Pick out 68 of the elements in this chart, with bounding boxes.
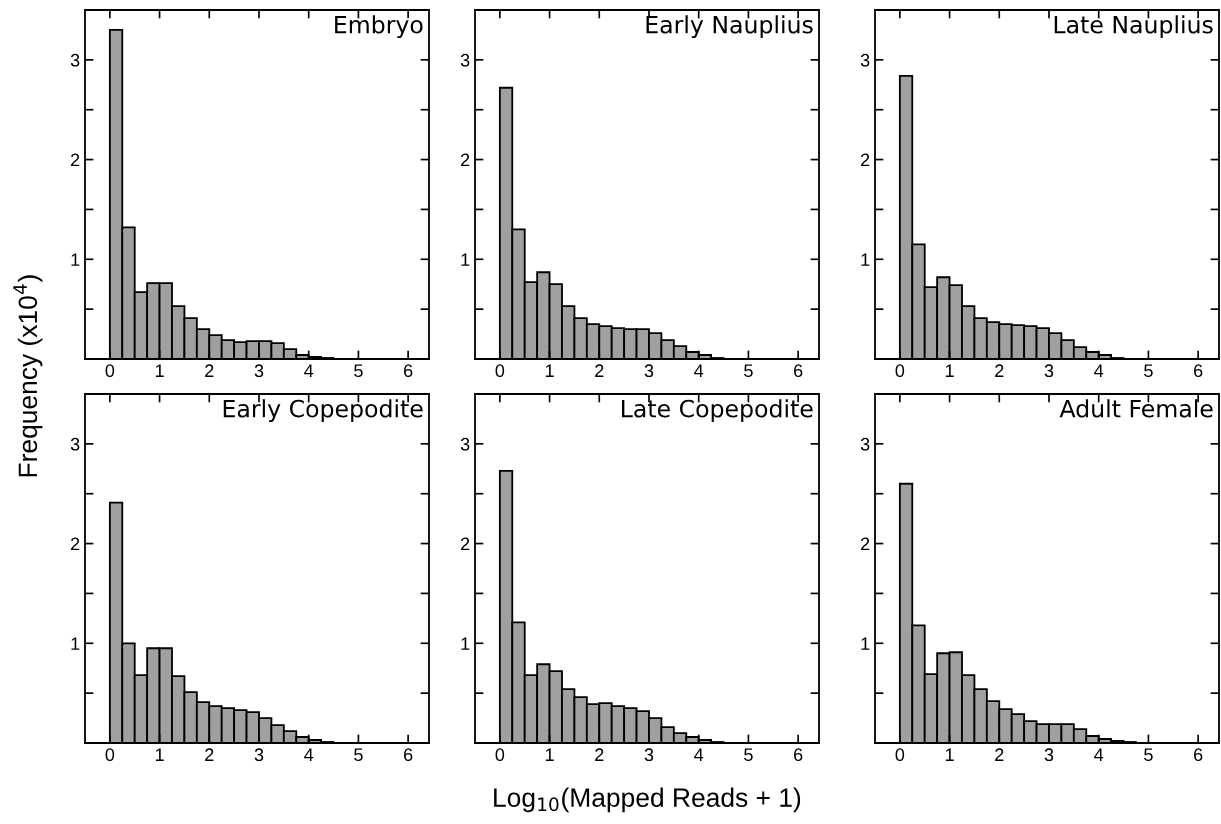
x-tick-label: 2 bbox=[205, 748, 214, 761]
y-tick-label: 3 bbox=[860, 53, 870, 67]
x-tick-label: 2 bbox=[995, 364, 1004, 377]
x-tick-label: 3 bbox=[644, 364, 654, 378]
x-tick-label: 0 bbox=[105, 364, 115, 378]
y-tick-label: 1 bbox=[71, 253, 80, 266]
x-tick-label: 4 bbox=[694, 364, 704, 377]
x-tick-label: 4 bbox=[1094, 364, 1104, 377]
x-axis-title: Log$_{10}$(Mapped Reads + 1) bbox=[494, 787, 801, 813]
x-tick-label: 3 bbox=[644, 748, 654, 762]
chart-title: Early Nauplius bbox=[646, 15, 813, 39]
x-tick-label: 4 bbox=[304, 748, 314, 761]
y-tick-label: 3 bbox=[460, 53, 470, 67]
x-tick-label: 2 bbox=[595, 748, 604, 761]
chart-title: Late Nauplius bbox=[1054, 15, 1213, 39]
y-tick-label: 3 bbox=[460, 437, 470, 451]
chart-title: Late Copepodite bbox=[622, 399, 813, 423]
x-tick-label: 2 bbox=[995, 748, 1004, 761]
x-tick-label: 0 bbox=[495, 364, 505, 378]
x-tick-label: 0 bbox=[895, 748, 905, 762]
chart-title: Adult Female bbox=[1059, 399, 1213, 418]
x-tick-label: 1 bbox=[155, 364, 164, 377]
y-tick-label: 2 bbox=[461, 153, 470, 167]
x-tick-label: 3 bbox=[254, 748, 264, 762]
x-tick-label: 0 bbox=[495, 748, 505, 762]
x-tick-label: 5 bbox=[354, 364, 363, 378]
x-tick-label: 2 bbox=[205, 364, 214, 377]
x-tick-label: 1 bbox=[545, 748, 554, 761]
y-tick-label: 1 bbox=[461, 637, 470, 650]
y-tick-label: 1 bbox=[71, 637, 80, 650]
y-tick-label: 2 bbox=[71, 153, 80, 167]
x-tick-label: 1 bbox=[945, 748, 954, 761]
y-tick-label: 3 bbox=[860, 437, 870, 451]
x-tick-label: 0 bbox=[895, 364, 905, 378]
x-tick-label: 1 bbox=[945, 364, 954, 377]
x-tick-label: 2 bbox=[595, 364, 604, 377]
x-tick-label: 1 bbox=[545, 364, 554, 377]
y-tick-label: 2 bbox=[861, 153, 870, 167]
chart-title: Early Copepodite bbox=[223, 399, 423, 423]
x-tick-label: 5 bbox=[1144, 364, 1153, 378]
y-tick-label: 1 bbox=[861, 637, 870, 650]
x-tick-label: 6 bbox=[794, 748, 803, 762]
y-tick-label: 3 bbox=[70, 53, 80, 67]
y-tick-label: 2 bbox=[71, 537, 80, 551]
x-tick-label: 1 bbox=[155, 748, 164, 761]
x-tick-label: 4 bbox=[694, 748, 704, 761]
x-tick-label: 4 bbox=[304, 364, 314, 377]
x-tick-label: 0 bbox=[105, 748, 115, 762]
y-tick-label: 3 bbox=[70, 437, 80, 451]
x-tick-label: 3 bbox=[1044, 748, 1054, 762]
x-tick-label: 6 bbox=[404, 748, 413, 762]
x-tick-label: 6 bbox=[1194, 364, 1203, 378]
x-tick-label: 4 bbox=[1094, 748, 1104, 761]
x-tick-label: 5 bbox=[1144, 748, 1153, 762]
chart-title: Embryo bbox=[335, 15, 423, 39]
y-tick-label: 1 bbox=[861, 253, 870, 266]
x-tick-label: 6 bbox=[404, 364, 413, 378]
x-tick-label: 3 bbox=[1044, 364, 1054, 378]
x-tick-label: 5 bbox=[354, 748, 363, 762]
y-tick-label: 1 bbox=[461, 253, 470, 266]
y-tick-label: 2 bbox=[861, 537, 870, 551]
x-tick-label: 6 bbox=[1194, 748, 1203, 762]
x-tick-label: 5 bbox=[744, 364, 753, 378]
x-tick-label: 6 bbox=[794, 364, 803, 378]
x-tick-label: 5 bbox=[744, 748, 753, 762]
x-tick-label: 3 bbox=[254, 364, 264, 378]
y-tick-label: 2 bbox=[461, 537, 470, 551]
y-axis-title: Frequency (x10$^{4}$) bbox=[13, 275, 43, 477]
